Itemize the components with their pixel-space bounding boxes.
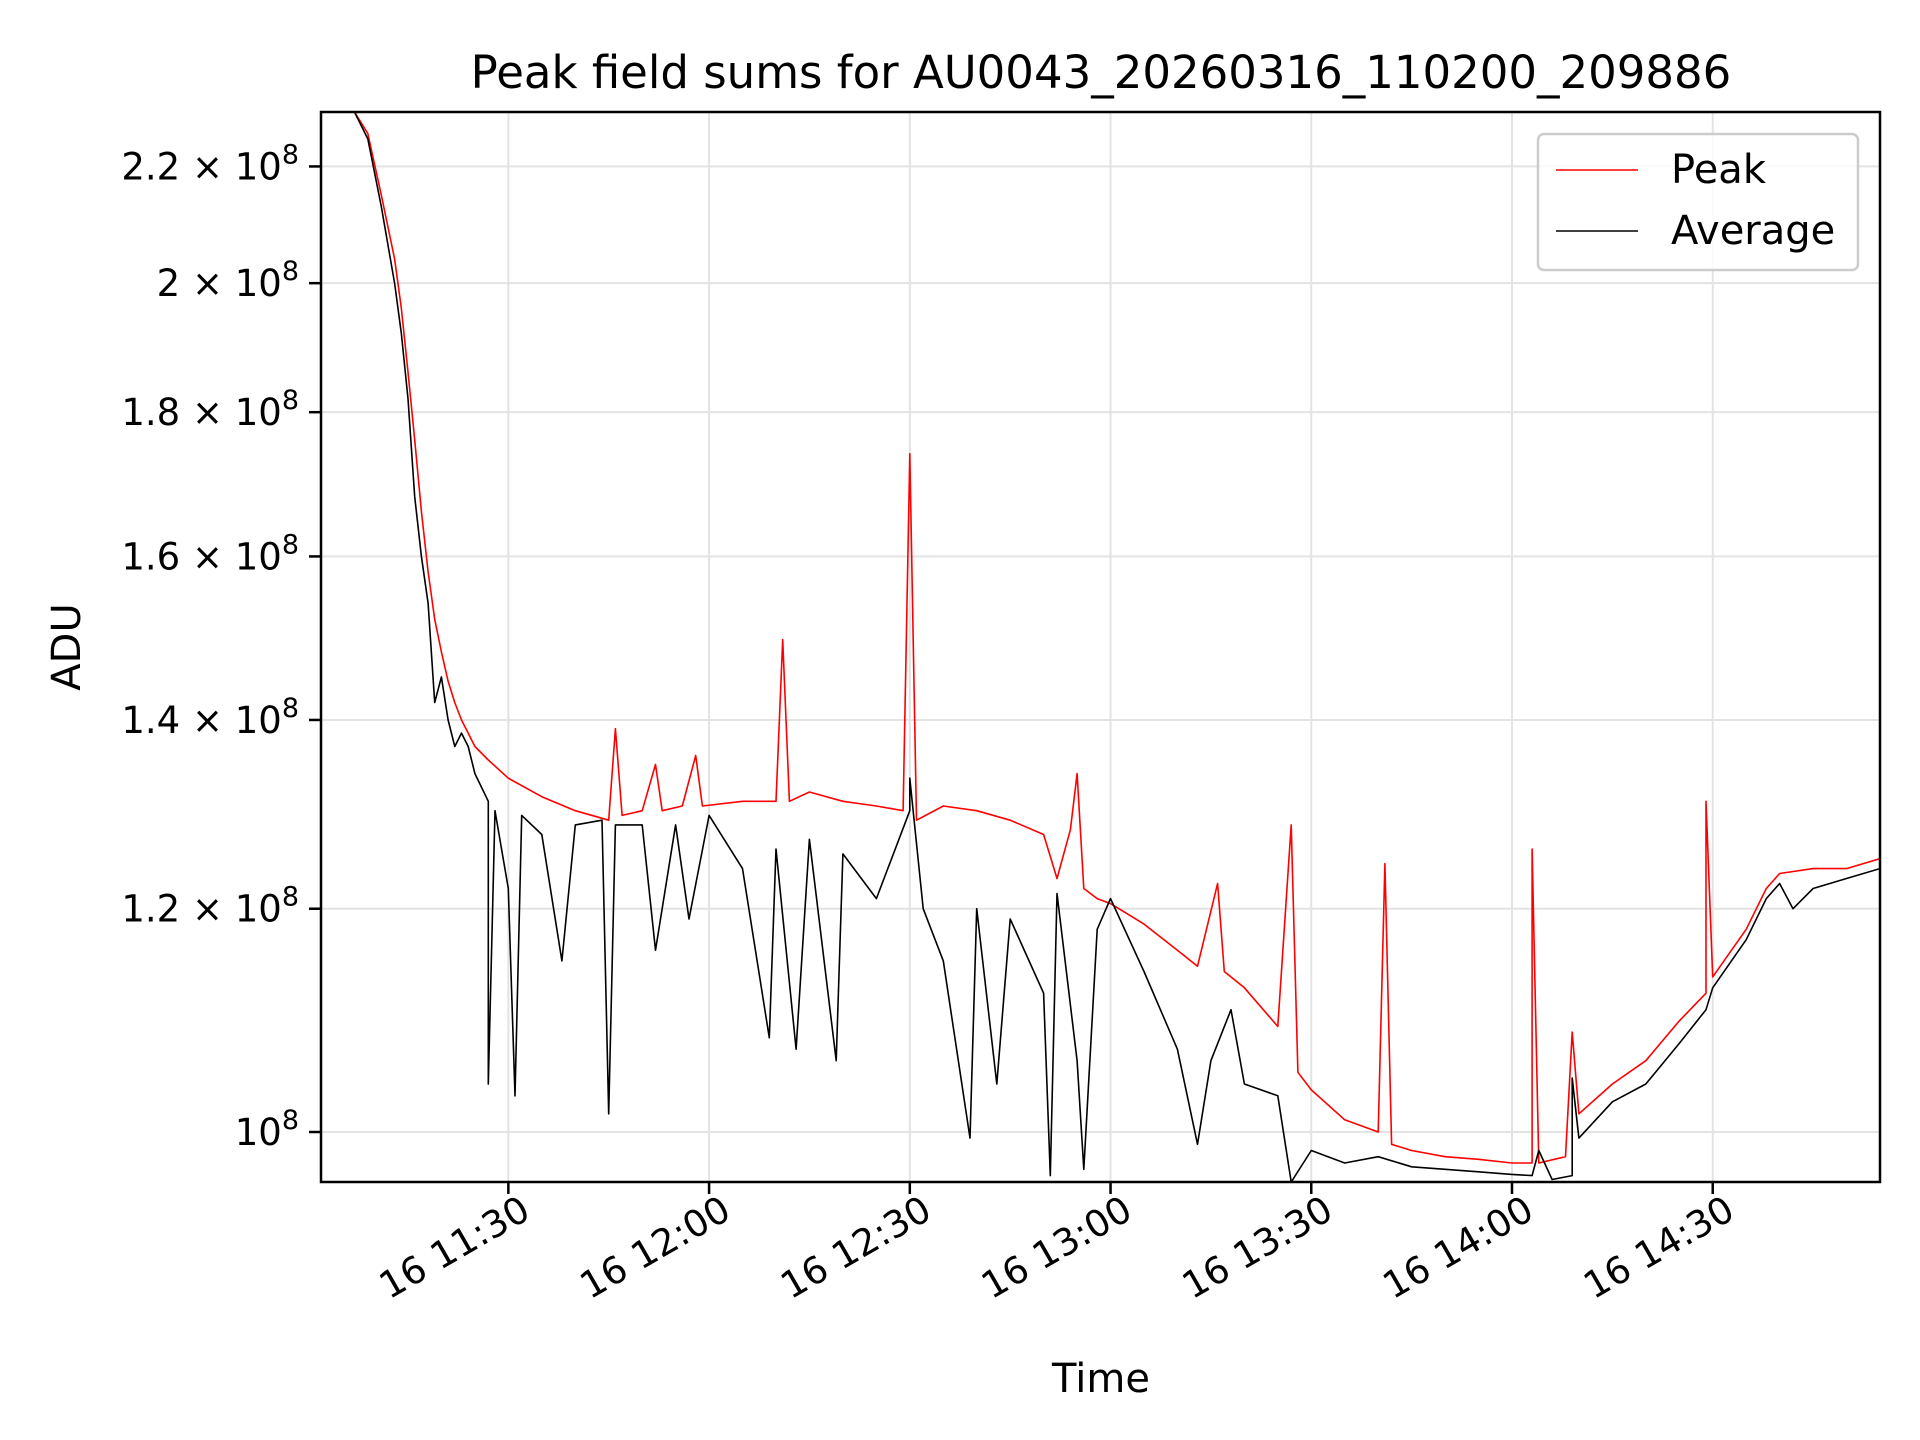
y-tick-label: 2.2 × 108 [121,139,299,188]
y-tick-label: 1.8 × 108 [121,385,299,434]
legend: Peak Average [1536,132,1860,272]
series-peak-line [321,112,1880,1164]
legend-label-peak: Peak [1671,147,1767,193]
y-tick-label: 108 [235,1105,299,1154]
x-axis-label: Time [1051,1356,1150,1402]
legend-label-average: Average [1671,208,1835,254]
y-tick-label: 1.4 × 108 [121,693,299,742]
y-axis: 108 1.2 × 108 1.4 × 108 1.6 × 108 1.8 × 108 2… [121,139,321,1154]
chart-title: Peak field sums for AU0043_20260316_1102… [471,46,1732,99]
y-axis-label: ADU [44,603,90,690]
legend-box [1536,132,1860,272]
series-layer [321,112,1880,1182]
y-tick-label: 2 × 108 [157,256,299,305]
plot-frame [319,110,1882,1184]
series-average-line [321,112,1880,1182]
y-tick-label: 1.2 × 108 [121,882,299,931]
grid [321,112,1880,1182]
y-tick-label: 1.6 × 108 [121,529,299,578]
